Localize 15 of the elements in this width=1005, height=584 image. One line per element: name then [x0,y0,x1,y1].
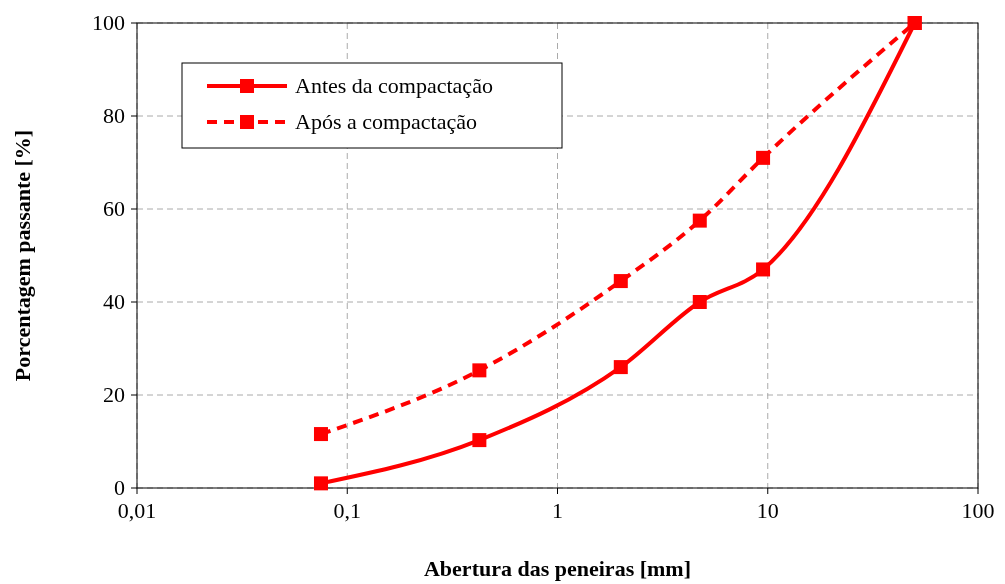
legend-label: Antes da compactação [295,73,493,98]
y-tick-label: 40 [103,289,125,314]
legend-label: Após a compactação [295,109,478,134]
x-tick-label: 10 [756,498,779,523]
y-axis-title: Porcentagem passante [%] [10,129,35,382]
x-tick-label: 1 [552,498,563,523]
x-tick-label: 0,1 [333,498,361,523]
x-axis-title: Abertura das peneiras [mm] [423,556,692,581]
y-tick-label: 20 [103,382,125,407]
y-tick-label: 60 [103,196,125,221]
x-tick-label: 0,01 [117,498,157,523]
y-tick-label: 80 [103,103,125,128]
y-tick-label: 100 [92,10,125,35]
x-tick-label: 100 [961,498,995,523]
y-tick-label: 0 [114,475,125,500]
